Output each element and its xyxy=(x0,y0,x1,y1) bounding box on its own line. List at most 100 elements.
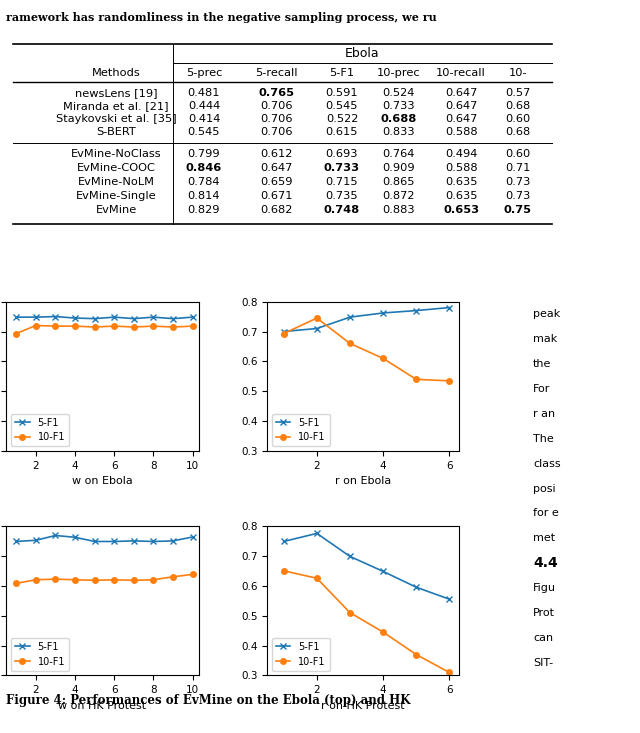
Text: 0.682: 0.682 xyxy=(260,205,292,215)
5-F1 xyxy=(71,533,79,542)
10-F1 xyxy=(32,321,40,330)
10-F1 xyxy=(91,323,99,331)
Text: 0.865: 0.865 xyxy=(382,177,415,187)
Text: the: the xyxy=(533,359,552,369)
Text: 0.688: 0.688 xyxy=(380,114,417,125)
5-F1 xyxy=(169,537,177,545)
Text: 10-recall: 10-recall xyxy=(436,67,486,78)
5-F1 xyxy=(12,313,20,322)
5-F1 xyxy=(380,567,387,576)
Legend: 5-F1, 10-F1: 5-F1, 10-F1 xyxy=(12,638,69,671)
10-F1 xyxy=(111,575,118,584)
Text: 5-recall: 5-recall xyxy=(255,67,298,78)
10-F1 xyxy=(445,377,453,386)
Text: 0.647: 0.647 xyxy=(445,88,477,98)
Line: 5-F1: 5-F1 xyxy=(281,305,452,334)
Text: 0.60: 0.60 xyxy=(505,114,530,125)
5-F1 xyxy=(111,313,118,322)
Line: 10-F1: 10-F1 xyxy=(13,572,195,586)
Text: posi: posi xyxy=(533,484,556,493)
5-F1 xyxy=(189,533,196,542)
Text: 0.647: 0.647 xyxy=(445,101,477,111)
10-F1 xyxy=(52,322,60,331)
5-F1 xyxy=(32,313,40,322)
Text: 0.647: 0.647 xyxy=(445,114,477,125)
Text: 0.612: 0.612 xyxy=(260,149,292,159)
Text: 0.693: 0.693 xyxy=(326,149,358,159)
X-axis label: w on Ebola: w on Ebola xyxy=(72,476,133,487)
Text: 0.591: 0.591 xyxy=(326,88,358,98)
Text: 0.653: 0.653 xyxy=(443,205,479,215)
Text: 0.706: 0.706 xyxy=(260,128,292,137)
10-F1 xyxy=(412,650,420,659)
Text: 0.735: 0.735 xyxy=(326,191,358,201)
Text: 0.883: 0.883 xyxy=(382,205,415,215)
Text: EvMine: EvMine xyxy=(95,205,137,215)
Line: 10-F1: 10-F1 xyxy=(281,315,452,383)
10-F1 xyxy=(346,339,354,348)
Text: peak: peak xyxy=(533,309,561,319)
Text: Figure 4: Performances of EvMine on the Ebola (top) and HK: Figure 4: Performances of EvMine on the … xyxy=(6,694,411,707)
Text: Ebola: Ebola xyxy=(345,48,380,60)
Text: r an: r an xyxy=(533,409,556,419)
10-F1 xyxy=(313,574,321,583)
5-F1 xyxy=(32,536,40,545)
Legend: 5-F1, 10-F1: 5-F1, 10-F1 xyxy=(272,638,330,671)
5-F1 xyxy=(111,537,118,546)
10-F1 xyxy=(150,575,157,584)
Text: 0.524: 0.524 xyxy=(382,88,415,98)
5-F1 xyxy=(12,537,20,546)
10-F1 xyxy=(380,627,387,636)
10-F1 xyxy=(91,576,99,585)
Text: 0.75: 0.75 xyxy=(504,205,532,215)
5-F1 xyxy=(313,529,321,538)
10-F1 xyxy=(169,572,177,581)
5-F1 xyxy=(71,314,79,323)
Text: S-BERT: S-BERT xyxy=(96,128,136,137)
Text: 0.588: 0.588 xyxy=(445,163,477,173)
X-axis label: w on HK Protest: w on HK Protest xyxy=(58,701,147,711)
10-F1 xyxy=(380,354,387,363)
5-F1 xyxy=(189,313,196,322)
Text: 0.588: 0.588 xyxy=(445,128,477,137)
5-F1 xyxy=(412,583,420,592)
5-F1 xyxy=(169,314,177,323)
Text: EvMine-NoLM: EvMine-NoLM xyxy=(77,177,155,187)
Text: 0.814: 0.814 xyxy=(188,191,220,201)
X-axis label: r on Ebola: r on Ebola xyxy=(335,476,392,487)
Legend: 5-F1, 10-F1: 5-F1, 10-F1 xyxy=(272,413,330,446)
Text: 0.846: 0.846 xyxy=(186,163,222,173)
Text: 5-prec: 5-prec xyxy=(186,67,222,78)
Text: 0.748: 0.748 xyxy=(324,205,360,215)
Text: 5-F1: 5-F1 xyxy=(330,67,355,78)
Text: The: The xyxy=(533,434,554,443)
10-F1 xyxy=(412,375,420,384)
5-F1 xyxy=(91,537,99,546)
10-F1 xyxy=(32,575,40,584)
10-F1 xyxy=(71,575,79,584)
10-F1 xyxy=(313,314,321,323)
Text: EvMine-Single: EvMine-Single xyxy=(76,191,156,201)
Text: met: met xyxy=(533,534,556,543)
5-F1 xyxy=(91,314,99,323)
10-F1 xyxy=(12,329,20,338)
10-F1 xyxy=(52,575,60,583)
Text: 0.706: 0.706 xyxy=(260,114,292,125)
Text: EvMine-NoClass: EvMine-NoClass xyxy=(71,149,161,159)
Text: 0.833: 0.833 xyxy=(382,128,415,137)
Text: Methods: Methods xyxy=(92,67,141,78)
5-F1 xyxy=(445,594,453,603)
Text: 10-prec: 10-prec xyxy=(376,67,420,78)
Text: 0.715: 0.715 xyxy=(326,177,358,187)
5-F1 xyxy=(313,324,321,333)
10-F1 xyxy=(130,576,138,585)
Text: 0.764: 0.764 xyxy=(382,149,415,159)
Text: For: For xyxy=(533,384,550,394)
10-F1 xyxy=(169,323,177,331)
10-F1 xyxy=(111,322,118,331)
Text: 0.829: 0.829 xyxy=(188,205,220,215)
5-F1 xyxy=(280,327,287,336)
Text: 0.494: 0.494 xyxy=(445,149,477,159)
Text: EvMine-COOC: EvMine-COOC xyxy=(77,163,156,173)
5-F1 xyxy=(150,313,157,322)
